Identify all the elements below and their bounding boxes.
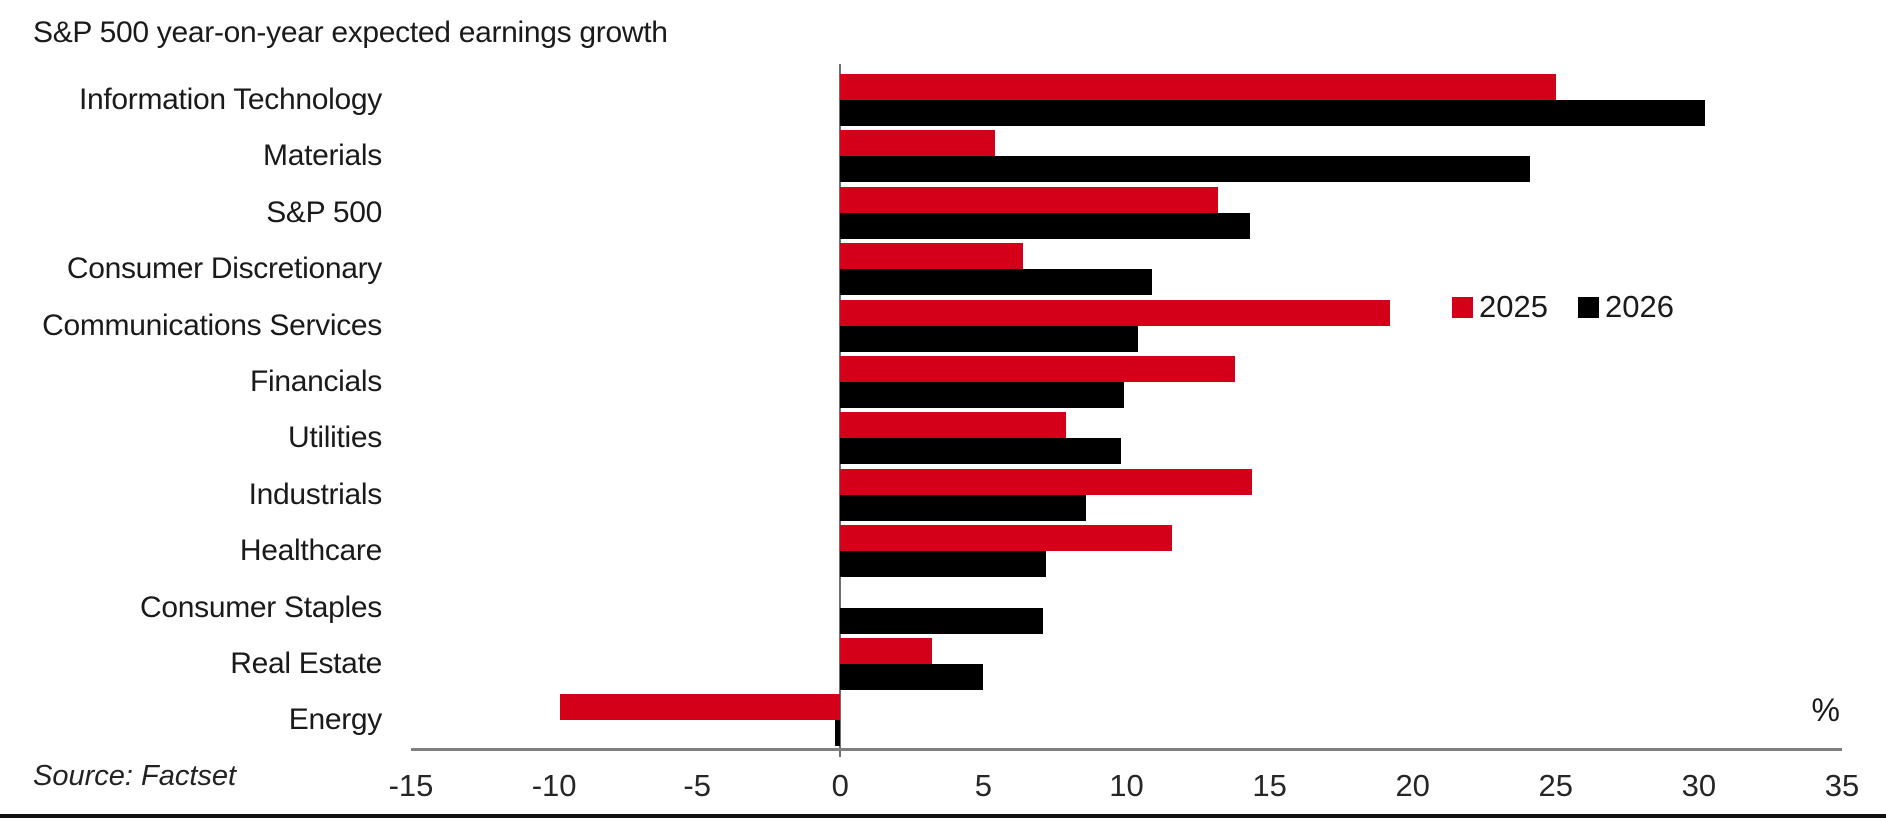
bar-2026-energy [834, 720, 841, 747]
category-label-financials: Financials [249, 365, 382, 398]
bar-2025-utilities [840, 412, 1067, 439]
x-tick-label-15: 15 [1252, 768, 1287, 803]
category-label-consumer-staples: Consumer Staples [140, 590, 382, 624]
chart-title: S&P 500 year-on-year expected earnings g… [33, 16, 668, 49]
category-label-information-technology: Information Technology [78, 83, 382, 116]
category-label-real-estate: Real Estate [230, 647, 382, 680]
x-tick-label-25: 25 [1538, 768, 1574, 803]
legend-swatch-2026 [1577, 296, 1599, 318]
x-tick-label-10: 10 [1109, 768, 1144, 803]
bar-2026-consumer-discretionary [840, 269, 1153, 296]
bar-2025-energy [559, 694, 841, 721]
x-tick-label--10: -10 [531, 768, 577, 803]
category-label-utilities: Utilities [288, 421, 382, 455]
bar-2026-information-technology [840, 100, 1705, 126]
bar-2026-real-estate [840, 664, 984, 690]
category-label-s-p-500: S&P 500 [266, 195, 382, 229]
x-tick-label--15: -15 [388, 768, 434, 803]
bar-2026-industrials [840, 494, 1087, 521]
legend: 2025 2026 [1452, 289, 1674, 325]
bar-2025-real-estate [840, 638, 932, 664]
bar-2025-consumer-discretionary [840, 243, 1024, 270]
bar-2025-materials [840, 130, 995, 157]
x-tick-label--5: -5 [683, 768, 711, 803]
x-axis-line [411, 748, 1842, 751]
bar-2026-financials [840, 382, 1124, 408]
x-tick-label-35: 35 [1824, 768, 1860, 803]
bar-2026-utilities [840, 438, 1121, 465]
bar-2026-s-p-500 [840, 212, 1250, 239]
category-label-materials: Materials [263, 139, 382, 173]
bar-2026-communications-services [840, 325, 1138, 352]
bottom-border-line [0, 814, 1886, 818]
category-label-consumer-discretionary: Consumer Discretionary [66, 252, 382, 286]
bar-2026-healthcare [840, 551, 1047, 578]
bar-2025-information-technology [840, 74, 1556, 100]
bar-2026-consumer-staples [840, 607, 1044, 634]
x-tick-label-30: 30 [1681, 768, 1717, 803]
bar-2025-financials [840, 356, 1236, 382]
category-label-communications-services: Communications Services [42, 308, 382, 342]
bar-2026-materials [840, 156, 1531, 183]
category-label-industrials: Industrials [248, 477, 383, 511]
legend-label-2026: 2026 [1604, 289, 1674, 324]
legend-swatch-2025 [1452, 296, 1473, 318]
legend-label-2025: 2025 [1479, 289, 1548, 324]
x-tick-label-5: 5 [974, 768, 993, 803]
source-note: Source: Factset [33, 760, 237, 792]
category-label-healthcare: Healthcare [239, 534, 382, 568]
category-label-energy: Energy [288, 703, 383, 737]
bar-2025-industrials [840, 468, 1253, 495]
unit-label: % [1811, 692, 1840, 728]
bar-2025-healthcare [840, 525, 1173, 552]
x-tick-label-0: 0 [831, 768, 849, 803]
bar-2025-communications-services [840, 299, 1390, 326]
x-tick-label-20: 20 [1395, 768, 1430, 803]
bar-2025-s-p-500 [840, 186, 1219, 213]
zero-axis-line [839, 64, 842, 757]
